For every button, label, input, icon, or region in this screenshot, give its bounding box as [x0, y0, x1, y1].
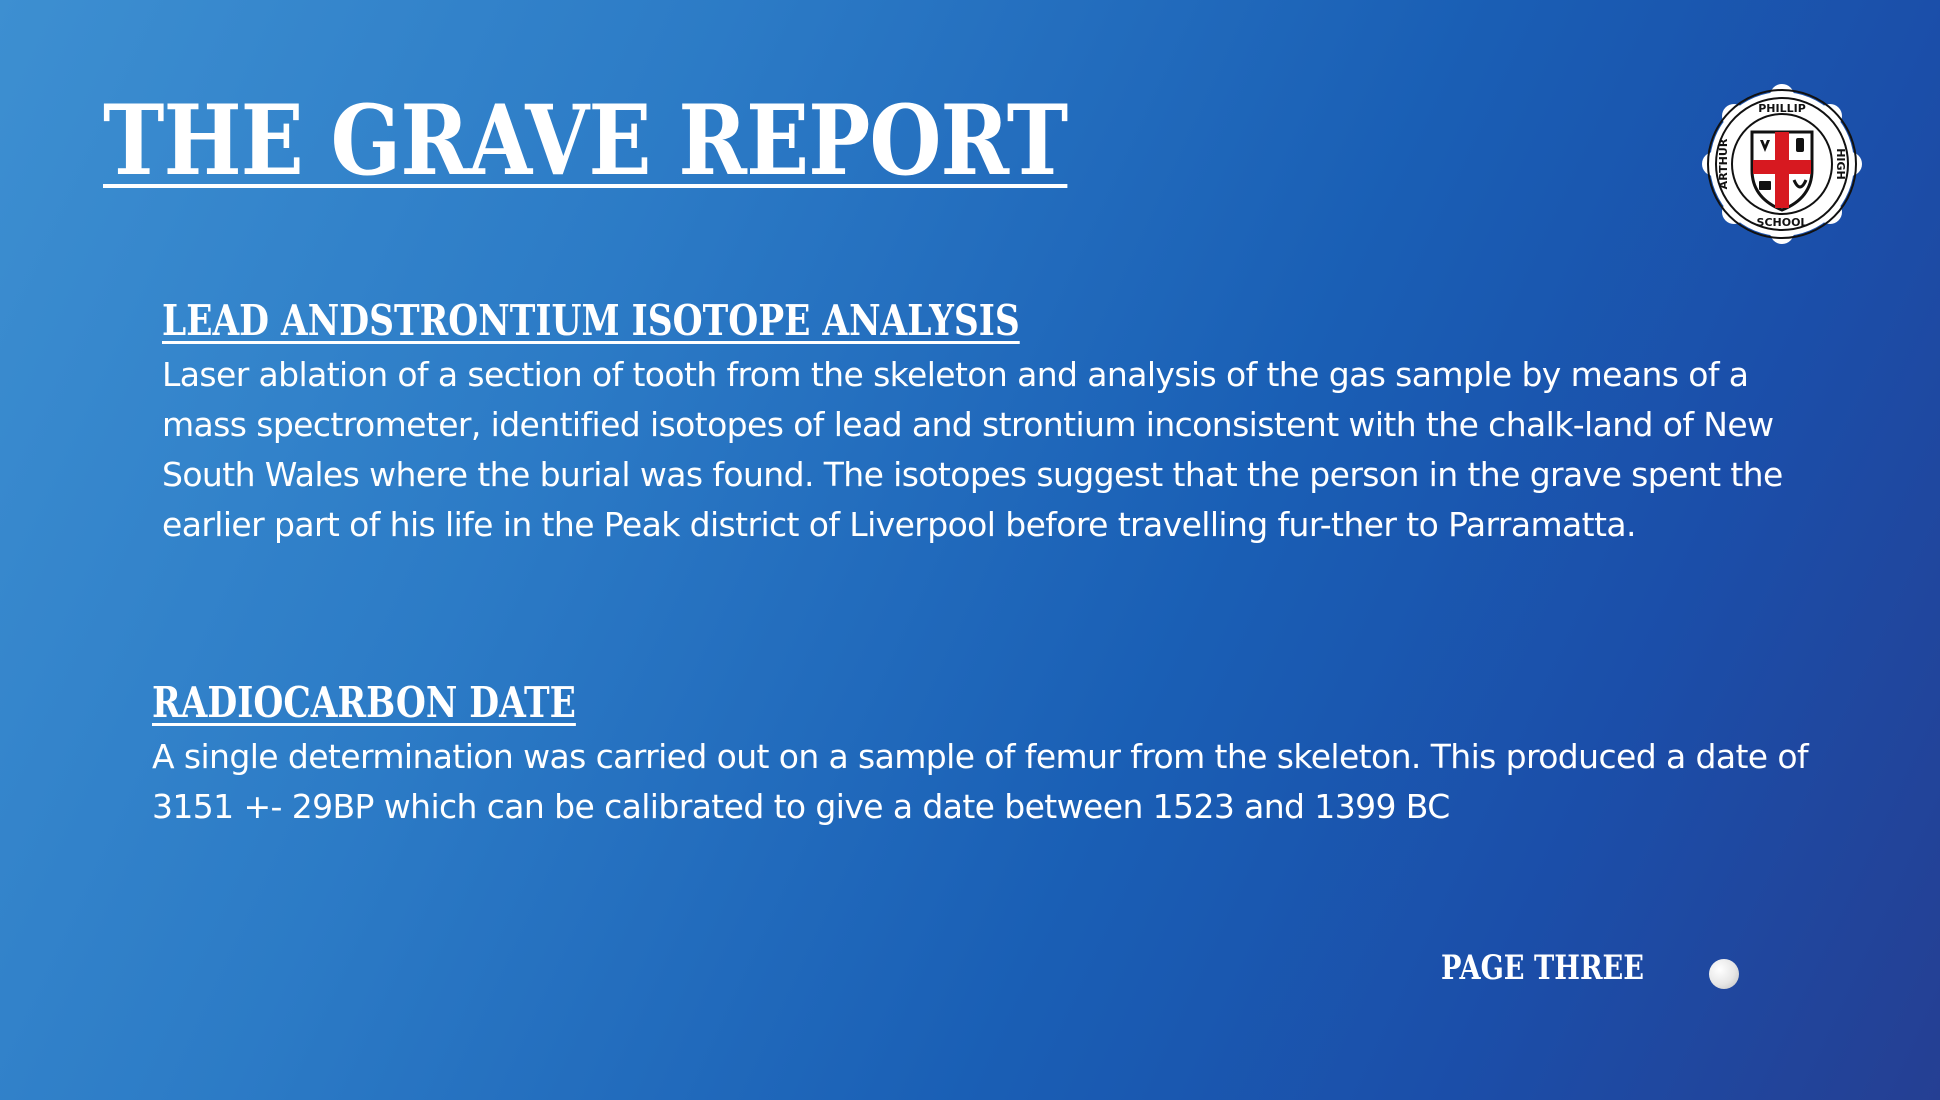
svg-text:SCHOOL: SCHOOL — [1757, 216, 1808, 229]
page-indicator-dot[interactable] — [1709, 959, 1739, 989]
page-title: THE GRAVE REPORT — [103, 84, 1068, 197]
radiocarbon-date-body: A single determination was carried out o… — [152, 737, 1809, 827]
school-crest-logo: PHILLIP SCHOOL ARTHUR HIGH — [1700, 82, 1864, 246]
svg-text:HIGH: HIGH — [1834, 148, 1847, 180]
svg-text:PHILLIP: PHILLIP — [1758, 102, 1806, 115]
isotope-analysis-body: Laser ablation of a section of tooth fro… — [162, 355, 1783, 545]
page-label: PAGE THREE — [1441, 948, 1645, 988]
radiocarbon-date-section: RADIOCARBON DATE A single determination … — [152, 678, 1812, 832]
radiocarbon-date-heading: RADIOCARBON DATE — [152, 678, 576, 727]
isotope-analysis-section: LEAD ANDSTRONTIUM ISOTOPE ANALYSIS Laser… — [162, 296, 1822, 550]
svg-text:ARTHUR: ARTHUR — [1717, 138, 1730, 189]
isotope-analysis-heading: LEAD ANDSTRONTIUM ISOTOPE ANALYSIS — [162, 296, 1020, 345]
